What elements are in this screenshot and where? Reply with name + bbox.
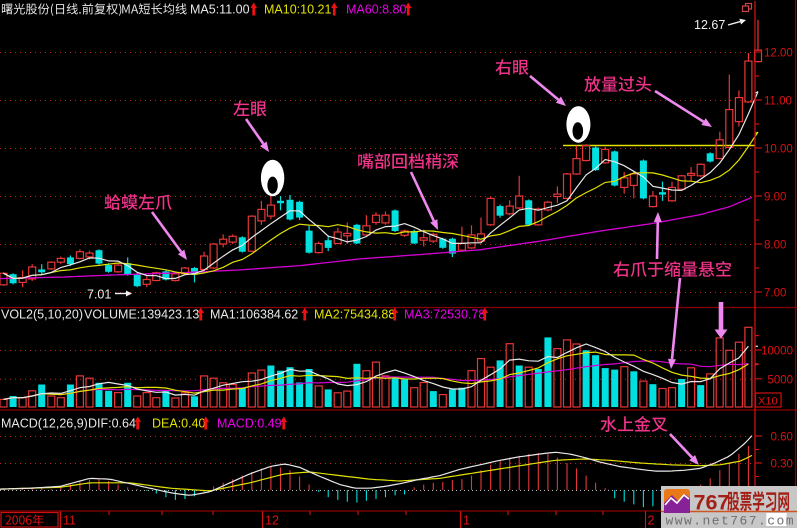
svg-text:MA2:75434.88: MA2:75434.88 xyxy=(314,308,395,322)
svg-text:VOLUME:139423.13: VOLUME:139423.13 xyxy=(84,308,199,322)
svg-text:12.67: 12.67 xyxy=(694,18,725,32)
svg-text:0.60: 0.60 xyxy=(771,432,793,444)
svg-text:www.net767.com: www.net767.com xyxy=(666,514,796,528)
svg-text:11.00: 11.00 xyxy=(764,96,792,108)
svg-text:MA10:10.21: MA10:10.21 xyxy=(264,3,331,17)
svg-text:8.00: 8.00 xyxy=(764,240,786,252)
svg-text:11: 11 xyxy=(63,514,76,528)
svg-text:MACD:0.49: MACD:0.49 xyxy=(217,417,282,431)
svg-text:5000: 5000 xyxy=(768,375,794,387)
svg-text:MACD(12,26,9): MACD(12,26,9) xyxy=(1,417,88,431)
svg-text:MA3:72530.78: MA3:72530.78 xyxy=(404,308,485,322)
svg-text:MA5:11.00: MA5:11.00 xyxy=(190,3,250,17)
svg-text:12.00: 12.00 xyxy=(764,48,793,60)
svg-text:DEA:0.40: DEA:0.40 xyxy=(152,417,206,431)
svg-text:9.00: 9.00 xyxy=(764,192,786,204)
svg-text:2: 2 xyxy=(648,514,655,528)
svg-text:767: 767 xyxy=(694,491,730,515)
svg-text:10.00: 10.00 xyxy=(764,144,793,156)
svg-text:MA1:106384.62: MA1:106384.62 xyxy=(210,308,298,322)
svg-text:7.00: 7.00 xyxy=(764,288,786,300)
svg-text:10000: 10000 xyxy=(761,346,793,358)
svg-text:12: 12 xyxy=(265,514,279,528)
svg-text:VOL2(5,10,20): VOL2(5,10,20) xyxy=(1,308,83,322)
svg-text:7.01: 7.01 xyxy=(87,288,111,302)
svg-text:DIF:0.64: DIF:0.64 xyxy=(88,417,136,431)
svg-text:1: 1 xyxy=(463,514,470,528)
svg-text:X10: X10 xyxy=(758,396,778,408)
svg-text:0.30: 0.30 xyxy=(771,459,793,471)
svg-text:MA60:8.80: MA60:8.80 xyxy=(346,3,407,17)
